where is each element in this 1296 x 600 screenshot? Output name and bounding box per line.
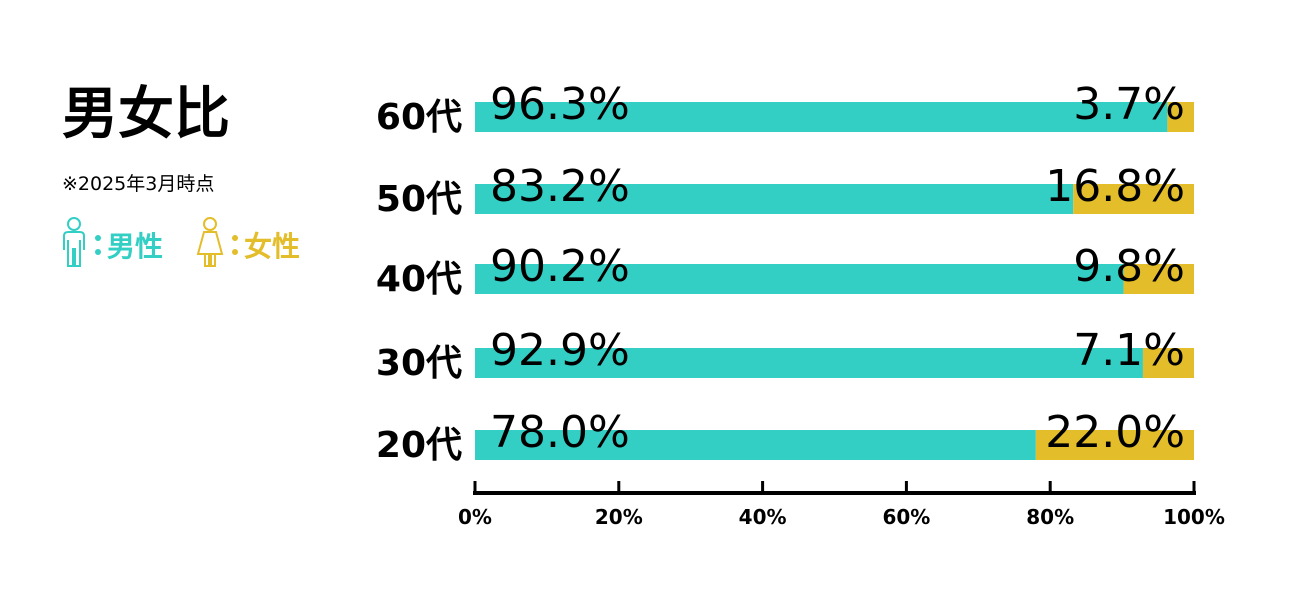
category-label: 40代	[376, 259, 462, 300]
category-label: 30代	[376, 343, 462, 384]
chart-title: 男女比	[62, 82, 230, 147]
x-tick-label: 100%	[1163, 505, 1225, 529]
chart-subtitle: ※2025年3月時点	[62, 173, 214, 195]
category-label: 50代	[376, 179, 462, 220]
bar-segment	[475, 184, 1074, 214]
category-label: 60代	[376, 97, 462, 138]
bar-segment	[475, 430, 1036, 460]
value-label: 7.1%	[1073, 325, 1185, 376]
bar-segment	[1167, 102, 1194, 132]
value-label: 78.0%	[490, 407, 630, 458]
legend: 男性 女性	[63, 217, 300, 267]
bar-segment	[475, 264, 1124, 294]
value-label: 3.7%	[1073, 79, 1185, 130]
legend-label: 女性	[244, 230, 300, 263]
value-label: 9.8%	[1073, 241, 1185, 292]
female-icon	[196, 217, 224, 267]
x-tick-label: 0%	[458, 505, 492, 529]
bar-segment	[1123, 264, 1194, 294]
category-label: 20代	[376, 425, 462, 466]
bar-segment	[475, 102, 1168, 132]
legend-colon	[95, 235, 101, 255]
x-tick-label: 40%	[739, 505, 787, 529]
bar-segment	[1035, 430, 1194, 460]
bar-segment	[1073, 184, 1194, 214]
legend-colon	[232, 235, 238, 255]
value-label: 83.2%	[490, 161, 630, 212]
value-label: 16.8%	[1045, 161, 1185, 212]
bar-segment	[1142, 348, 1194, 378]
legend-label: 男性	[107, 230, 163, 263]
value-label: 92.9%	[490, 325, 630, 376]
value-label: 90.2%	[490, 241, 630, 292]
x-tick-label: 80%	[1026, 505, 1074, 529]
x-tick-label: 20%	[595, 505, 643, 529]
bar-segment	[475, 348, 1143, 378]
male-icon	[63, 217, 85, 267]
x-tick-label: 60%	[882, 505, 930, 529]
value-label: 96.3%	[490, 79, 630, 130]
value-label: 22.0%	[1045, 407, 1185, 458]
